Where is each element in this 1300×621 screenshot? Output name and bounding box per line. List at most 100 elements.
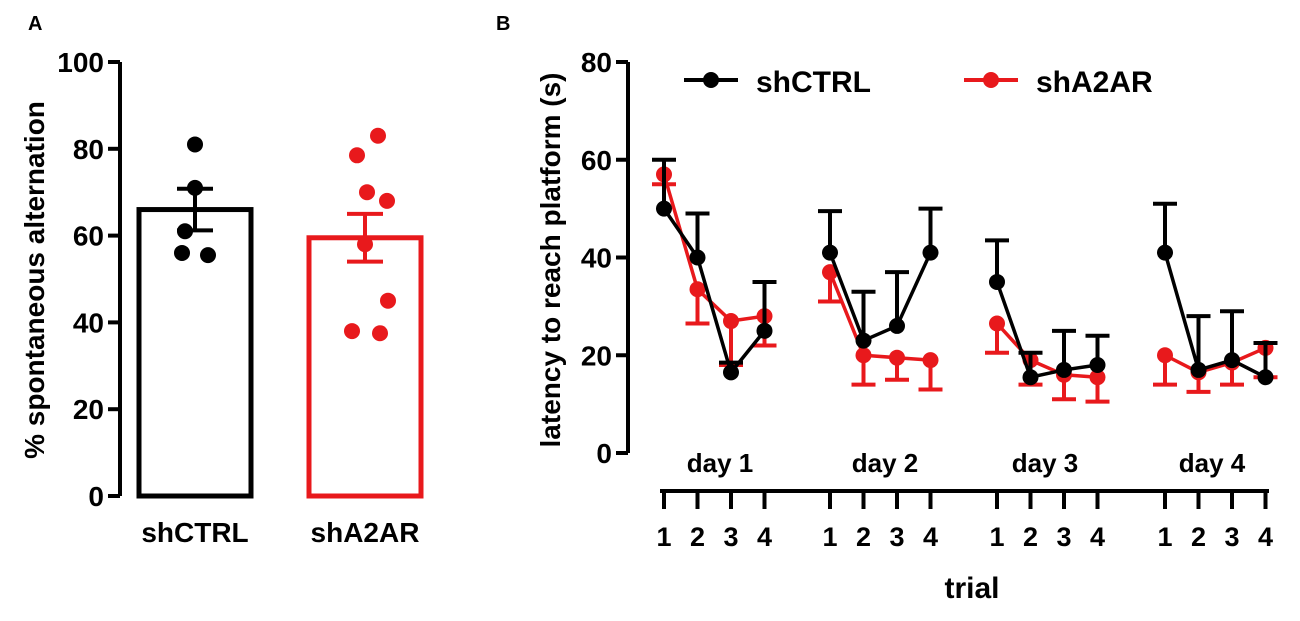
panel-b-y-tick-label-20: 20 (581, 340, 612, 371)
point-shctrl-6 (855, 332, 872, 349)
point-shctrl-8 (922, 244, 939, 261)
panel-b-series (652, 157, 1278, 404)
panel-a-y-tick-label-80: 80 (73, 134, 104, 165)
point-sha2ar-6 (855, 347, 872, 364)
x-tick-label-4: 4 (757, 522, 772, 552)
x-tick-label-5: 1 (822, 522, 837, 552)
x-tick-label-14: 2 (1191, 522, 1206, 552)
panel-b: latency to reach platform (s) 020406080 … (535, 47, 1278, 605)
panel-a-category-label-sha2ar: shA2AR (311, 517, 420, 548)
x-tick-label-13: 1 (1157, 522, 1172, 552)
panel-b-y-tick-label-0: 0 (596, 438, 612, 469)
line-sha2ar-day-1 (662, 173, 765, 323)
panel-b-y-tick-label-40: 40 (581, 243, 612, 274)
panel-a: % spontaneous alternation 0 20 40 60 80 100 s… (19, 47, 424, 548)
point-sha2ar-2 (349, 147, 365, 164)
day-label-3: day 3 (1012, 448, 1079, 478)
x-tick-label-1: 1 (656, 522, 671, 552)
point-shctrl-13 (1157, 244, 1173, 261)
point-sha2ar-12 (1089, 369, 1106, 386)
panel-b-x-axis-label: trial (944, 572, 999, 605)
panel-b-day-labels: day 1 day 2 day 3 day 4 (687, 448, 1246, 478)
bar-shctrl (136, 207, 254, 499)
point-sha2ar-3 (359, 184, 375, 201)
point-sha2ar-7 (344, 323, 360, 340)
series-sha2ar (652, 166, 1278, 404)
line-shctrl-day-4 (1163, 252, 1267, 379)
x-tick-label-6: 2 (856, 522, 871, 552)
point-sha2ar-5 (822, 264, 838, 281)
x-tick-label-10: 2 (1023, 522, 1038, 552)
panel-b-y-axis-label: latency to reach platform (s) (535, 73, 566, 448)
panel-label-a: A (28, 13, 42, 35)
point-shctrl-14 (1190, 361, 1207, 378)
panel-a-y-axis-label: % spontaneous alternation (19, 101, 50, 459)
line-shctrl-day-2 (828, 251, 933, 343)
x-tick-label-16: 4 (1258, 522, 1273, 552)
panel-b-y-tick-label-80: 80 (581, 47, 612, 78)
line-shctrl-day-3 (995, 281, 1098, 380)
point-shctrl-4 (756, 322, 773, 339)
x-tick-label-2: 2 (690, 522, 705, 552)
point-sha2ar-9 (989, 315, 1005, 332)
point-sha2ar-2 (689, 281, 706, 298)
panel-label-b: B (496, 13, 510, 35)
x-tick-label-11: 3 (1056, 522, 1071, 552)
series-shctrl (652, 157, 1278, 386)
day-label-4: day 4 (1179, 448, 1246, 478)
point-shctrl-16 (1257, 369, 1274, 386)
day-label-1: day 1 (687, 448, 754, 478)
point-shctrl-7 (889, 317, 905, 334)
point-sha2ar-6 (380, 292, 396, 309)
x-tick-label-15: 3 (1224, 522, 1239, 552)
legend-marker-sha2ar (983, 72, 999, 88)
point-shctrl-9 (989, 273, 1005, 290)
point-shctrl-15 (1224, 352, 1240, 369)
point-shctrl-5 (822, 244, 838, 261)
x-tick-label-3: 3 (723, 522, 738, 552)
point-shctrl-2 (689, 249, 706, 266)
point-shctrl-3 (723, 364, 739, 381)
panel-a-y-tick-label-60: 60 (73, 221, 104, 252)
line-sha2ar-day-2 (828, 271, 931, 362)
point-shctrl-12 (1089, 357, 1106, 374)
point-shctrl-4 (174, 244, 190, 261)
point-sha2ar-1 (370, 127, 386, 144)
panel-a-y-tick-label-20: 20 (73, 394, 104, 425)
panel-a-category-label-shctrl: shCTRL (141, 517, 248, 548)
panel-b-legend: shCTRL shA2AR (684, 66, 1153, 99)
point-sha2ar-3 (723, 313, 739, 330)
line-sha2ar-day-4 (1164, 346, 1267, 375)
x-tick-label-9: 1 (989, 522, 1004, 552)
panel-a-y-tick-label-100: 100 (57, 47, 104, 78)
point-shctrl-1 (656, 200, 672, 217)
point-shctrl-10 (1022, 369, 1039, 386)
point-sha2ar-4 (379, 192, 395, 209)
point-shctrl-11 (1056, 361, 1072, 378)
panel-b-y-ticks: 0 20 40 60 80 (581, 47, 628, 469)
point-sha2ar-7 (889, 349, 905, 366)
x-tick-label-7: 3 (889, 522, 904, 552)
point-sha2ar-8 (372, 325, 388, 342)
line-sha2ar-day-3 (995, 322, 1098, 379)
panel-a-points (174, 127, 396, 342)
point-sha2ar-8 (922, 352, 939, 369)
line-shctrl-day-1 (662, 207, 766, 377)
x-tick-label-12: 4 (1090, 522, 1105, 552)
x-tick-label-8: 4 (923, 522, 938, 552)
panel-b-y-tick-label-60: 60 (581, 145, 612, 176)
day-label-2: day 2 (852, 448, 919, 478)
panel-a-y-ticks: 0 20 40 60 80 100 (57, 47, 120, 512)
panel-a-error-bars (177, 186, 383, 264)
point-sha2ar-13 (1157, 347, 1173, 364)
point-shctrl-1 (187, 136, 203, 153)
point-shctrl-5 (200, 247, 216, 264)
legend-label-sha2ar: shA2AR (1036, 66, 1153, 99)
bar-sha2ar (306, 235, 424, 499)
legend-label-shctrl: shCTRL (756, 66, 871, 99)
panel-a-y-tick-label-0: 0 (88, 481, 104, 512)
panel-a-y-tick-label-40: 40 (73, 307, 104, 338)
legend-marker-shctrl (703, 72, 719, 88)
